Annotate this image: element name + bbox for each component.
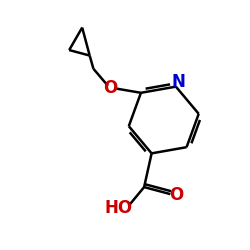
Text: O: O (103, 79, 117, 97)
Text: N: N (172, 73, 186, 91)
Text: HO: HO (104, 199, 132, 217)
Text: O: O (170, 186, 184, 204)
